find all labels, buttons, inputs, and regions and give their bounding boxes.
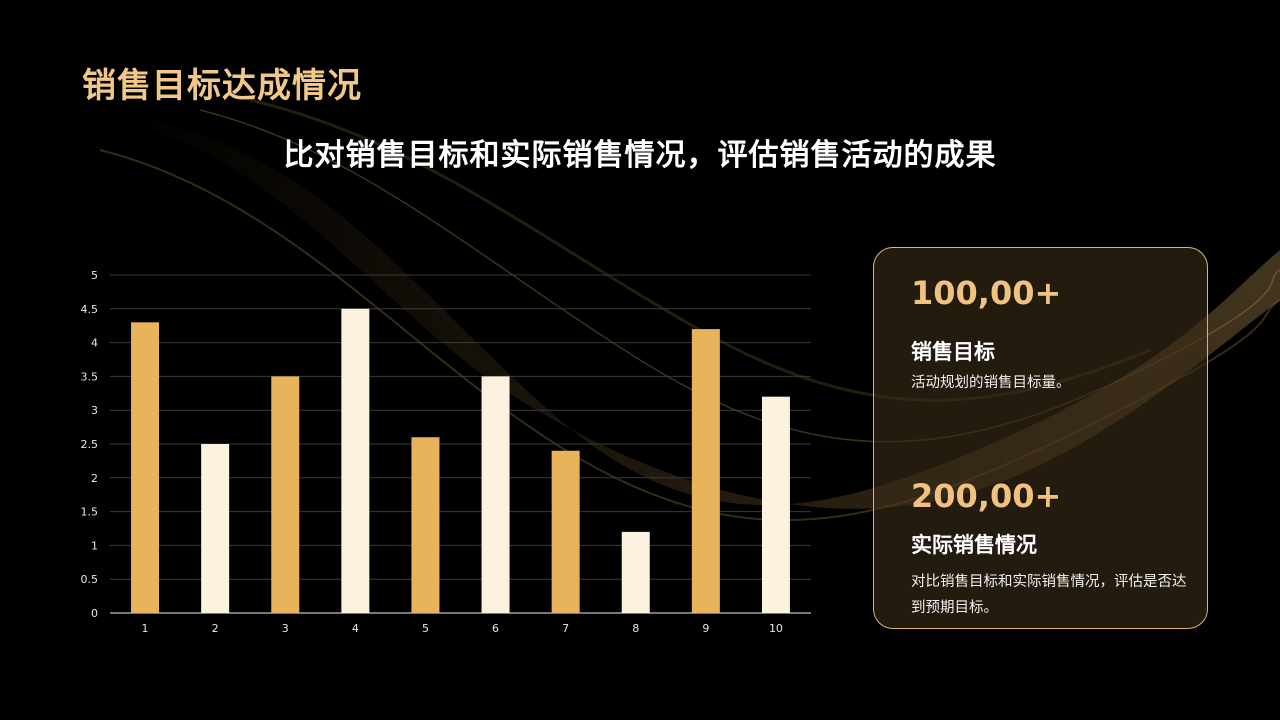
y-tick-label: 2.5 bbox=[81, 438, 99, 451]
page-subtitle: 比对销售目标和实际销售情况，评估销售活动的成果 bbox=[283, 138, 997, 173]
y-tick-label: 0.5 bbox=[81, 573, 99, 586]
y-tick-label: 0 bbox=[91, 607, 98, 620]
bar bbox=[551, 450, 580, 613]
bar bbox=[271, 376, 300, 613]
bar bbox=[411, 437, 440, 613]
x-tick-label: 7 bbox=[562, 622, 569, 635]
actual-sales-value: 200,00+ bbox=[911, 477, 1062, 515]
bar bbox=[691, 329, 720, 613]
actual-sales-label: 实际销售情况 bbox=[911, 533, 1037, 557]
bar-chart: 0 0.5 1 1.5 2 2.5 3 3.5 4 4.5 5 1 2 3 4 5 6 7 8 9 10 bbox=[81, 269, 811, 635]
x-tick-label: 8 bbox=[632, 622, 639, 635]
page-title: 销售目标达成情况 bbox=[82, 66, 362, 106]
sales-target-desc: 活动规划的销售目标量。 bbox=[911, 375, 1071, 391]
x-tick-label: 10 bbox=[769, 622, 783, 635]
bar bbox=[481, 376, 510, 613]
x-tick-label: 1 bbox=[142, 622, 149, 635]
y-tick-label: 3 bbox=[91, 404, 98, 417]
actual-sales-desc: 对比销售目标和实际销售情况，评估是否达到预期目标。 bbox=[911, 574, 1187, 616]
x-tick-label: 6 bbox=[492, 622, 499, 635]
bar bbox=[131, 322, 160, 613]
y-tick-label: 1.5 bbox=[81, 506, 99, 519]
stats-card: 100,00+ 销售目标 活动规划的销售目标量。 200,00+ 实际销售情况 … bbox=[873, 247, 1208, 629]
bar bbox=[761, 396, 790, 613]
y-tick-label: 2 bbox=[91, 472, 98, 485]
bar bbox=[201, 444, 230, 613]
sales-target-value: 100,00+ bbox=[911, 274, 1062, 312]
x-tick-label: 9 bbox=[702, 622, 709, 635]
x-tick-label: 5 bbox=[422, 622, 429, 635]
y-tick-label: 4 bbox=[91, 337, 98, 350]
y-tick-label: 1 bbox=[91, 539, 98, 552]
x-tick-label: 3 bbox=[282, 622, 289, 635]
x-tick-label: 2 bbox=[212, 622, 219, 635]
sales-target-label: 销售目标 bbox=[911, 340, 995, 364]
y-tick-label: 4.5 bbox=[81, 303, 99, 316]
y-tick-label: 3.5 bbox=[81, 370, 99, 383]
y-tick-label: 5 bbox=[91, 269, 98, 282]
bar bbox=[621, 531, 650, 613]
x-tick-label: 4 bbox=[352, 622, 359, 635]
bar bbox=[341, 308, 370, 613]
